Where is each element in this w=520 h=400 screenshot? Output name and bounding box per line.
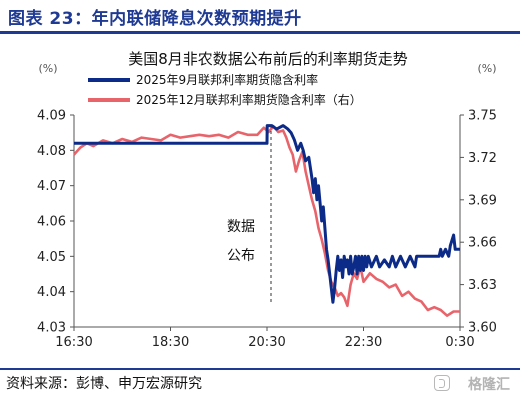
left-tick-label: 4.07 [37,179,66,194]
chart-title: 美国8月非农数据公布前后的利率期货走势 [128,50,408,68]
left-axis-unit: (%) [38,62,57,75]
watermark-logo-icon [434,375,450,391]
x-tick-label: 20:30 [248,335,285,350]
right-tick-label: 3.69 [468,193,497,208]
left-tick-label: 4.06 [37,215,66,230]
left-tick-label: 4.05 [37,250,66,265]
right-axis-unit: (%) [477,62,496,75]
chart-area: 美国8月非农数据公布前后的利率期货走势 (%) (%) 2025年9月联邦利率期… [37,50,497,350]
watermark-text: 格隆汇 [468,377,510,393]
x-tick-label: 0:30 [445,335,474,350]
series-line-dec-futures [73,125,460,317]
series-line-sep-futures [74,124,460,304]
figure-title: 图表 23：年内联储降息次数预期提升 [8,9,302,29]
x-tick-label: 22:30 [345,335,382,350]
title-divider [0,31,520,34]
left-tick-label: 4.03 [37,321,66,336]
right-tick-label: 3.63 [468,278,497,293]
right-tick-label: 3.66 [468,236,497,251]
left-tick-label: 4.08 [37,144,66,159]
right-tick-label: 3.75 [468,109,497,124]
left-tick-label: 4.04 [37,285,66,300]
release-marker-label-1: 数据 [227,219,255,235]
right-tick-label: 3.72 [468,151,497,166]
left-tick-label: 4.09 [37,109,66,124]
legend-label-blue: 2025年9月联邦利率期货隐含利率 [136,72,318,87]
footer-divider [0,368,520,370]
x-tick-label: 18:30 [152,335,189,350]
legend-label-red: 2025年12月联邦利率期货隐含利率（右） [136,92,362,107]
release-marker-label-2: 公布 [227,248,255,264]
right-tick-label: 3.60 [468,321,497,336]
x-tick-label: 16:30 [55,335,92,350]
source-note: 资料来源：彭博、申万宏源研究 [6,376,202,392]
